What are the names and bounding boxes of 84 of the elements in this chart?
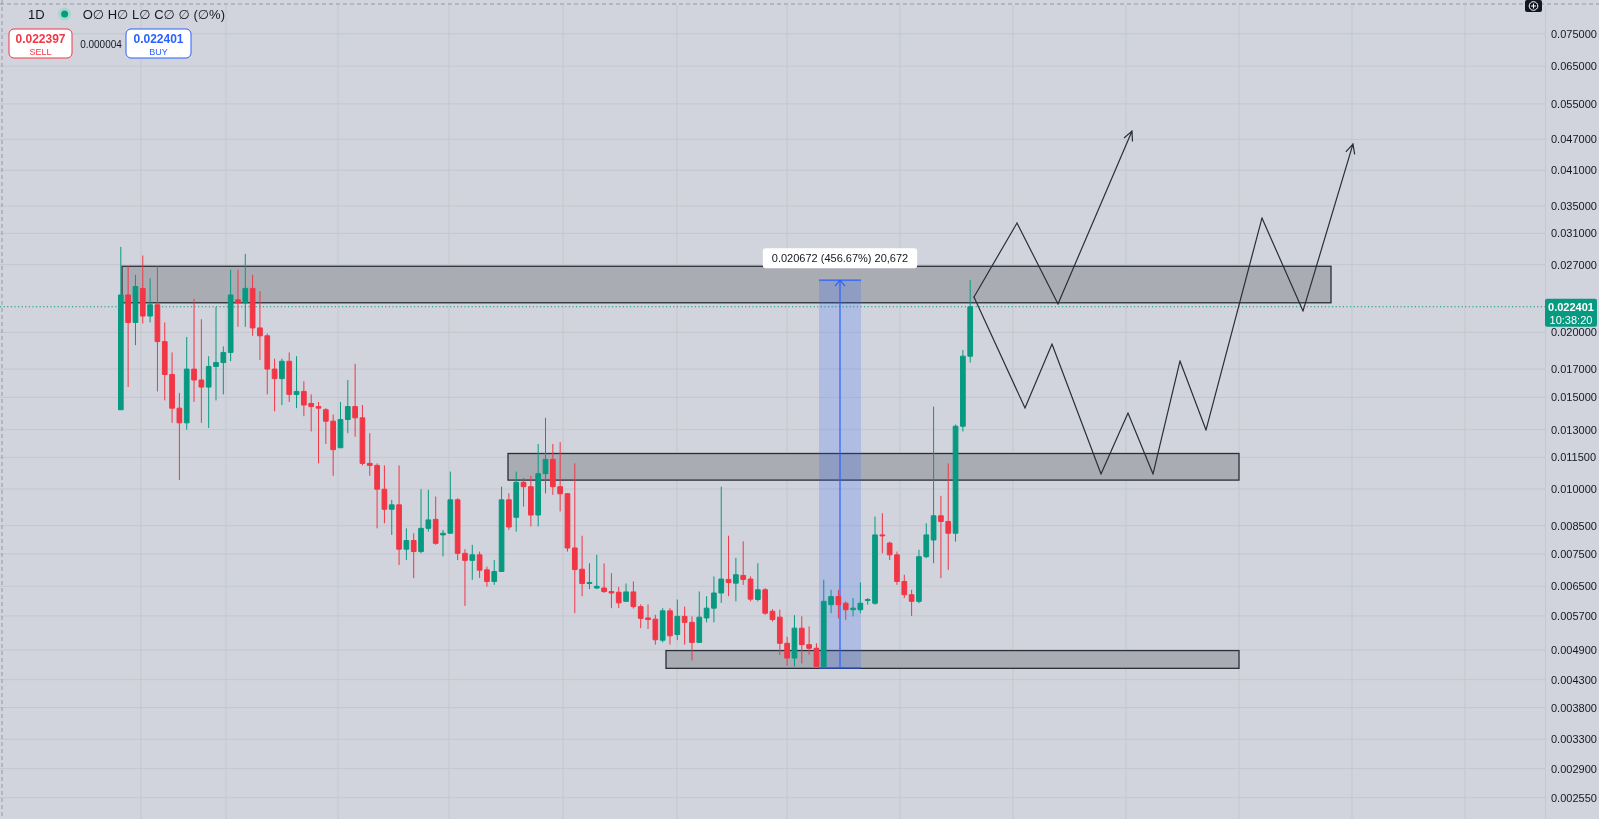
- annotation: BUY: [149, 46, 168, 57]
- candlestick: [740, 540, 747, 586]
- y-tick-label: 0.055000: [1551, 97, 1597, 110]
- y-tick-label: 0.003800: [1551, 701, 1597, 714]
- y-tick-label: 0.005700: [1551, 609, 1597, 622]
- y-tick-label: 0.015000: [1551, 391, 1597, 404]
- y-tick-label: 0.006500: [1551, 580, 1597, 593]
- y-tick-label: 0.031000: [1551, 227, 1597, 240]
- candlestick: [908, 589, 915, 617]
- candlestick: [513, 471, 520, 533]
- candlestick: [630, 580, 637, 610]
- candlestick: [535, 443, 542, 527]
- y-tick-label: 0.065000: [1551, 60, 1597, 73]
- candlestick: [315, 401, 322, 464]
- candlestick: [242, 253, 249, 328]
- candlestick: [615, 586, 622, 609]
- annotation: 0.020672 (456.67%) 20,672: [771, 252, 909, 265]
- chart-title: 1D: [28, 6, 45, 22]
- candlestick: [498, 486, 505, 572]
- candlestick: [755, 562, 761, 602]
- candlestick: [769, 608, 776, 623]
- candlestick: [154, 265, 161, 392]
- candlestick: [432, 496, 439, 546]
- candlestick: [286, 351, 293, 403]
- candlestick: [659, 607, 666, 643]
- y-tick-label: 0.004900: [1551, 644, 1597, 657]
- candlestick: [396, 464, 402, 566]
- candlestick: [930, 406, 937, 564]
- candlestick: [337, 401, 344, 449]
- y-tick-label: 0.004300: [1551, 673, 1597, 686]
- candlestick: [491, 559, 498, 586]
- text: 10:38:20: [1549, 313, 1593, 326]
- candlestick: [762, 587, 769, 616]
- y-tick-label: 0.017000: [1551, 363, 1597, 376]
- candlestick: [835, 589, 842, 619]
- chart-subtitle: O∅ H∅ L∅ C∅ ∅ (∅%): [82, 6, 225, 22]
- candlestick: [410, 532, 417, 579]
- candlestick: [344, 379, 351, 434]
- y-tick-label: 0.011500: [1551, 451, 1597, 464]
- candlestick: [667, 607, 673, 646]
- candlestick: [388, 499, 395, 536]
- candlestick: [147, 277, 153, 323]
- candlestick: [674, 599, 681, 641]
- candlestick: [293, 355, 300, 409]
- y-tick-label: 0.013000: [1551, 423, 1597, 436]
- annotation: SELL: [29, 46, 52, 57]
- candlestick: [279, 358, 285, 406]
- annotation: 0.000004: [80, 38, 123, 50]
- y-tick-label: 0.035000: [1551, 199, 1597, 212]
- y-tick-label: 0.002550: [1551, 791, 1597, 804]
- candlestick: [271, 358, 278, 412]
- y-tick-label: 0.047000: [1551, 133, 1597, 146]
- y-tick-label: 0.027000: [1551, 258, 1597, 271]
- candlestick: [139, 255, 146, 325]
- y-tick-label: 0.041000: [1551, 164, 1597, 177]
- candlestick: [403, 527, 410, 561]
- candlestick: [593, 554, 600, 590]
- y-tick-label: 0.003300: [1551, 733, 1597, 746]
- candlestick: [696, 591, 703, 644]
- candlestick: [623, 583, 629, 602]
- y-tick-label: 0.002900: [1551, 762, 1597, 775]
- candlestick: [725, 535, 732, 597]
- annotation: 0.022401: [133, 32, 184, 47]
- y-tick-label: 0.010000: [1551, 482, 1597, 495]
- candlestick: [506, 492, 512, 531]
- candlestick: [542, 417, 549, 494]
- candlestick: [235, 269, 241, 328]
- annotation: 0.022397: [15, 32, 66, 47]
- candlestick: [733, 557, 739, 602]
- candlestick: [586, 562, 593, 590]
- candlestick: [132, 274, 139, 346]
- candlestick: [183, 336, 190, 431]
- candlestick: [469, 544, 476, 581]
- ref-line-label: 0.022401: [1548, 300, 1594, 313]
- candlestick: [879, 512, 886, 554]
- candlestick: [125, 265, 131, 388]
- candlestick: [747, 575, 754, 602]
- y-tick-label: 0.008500: [1551, 519, 1597, 532]
- y-tick-label: 0.007500: [1551, 547, 1597, 560]
- candlestick: [117, 246, 124, 411]
- candlestick: [791, 614, 798, 667]
- y-tick-label: 0.075000: [1551, 27, 1597, 40]
- y-tick-label: 0.020000: [1551, 326, 1597, 339]
- candlestick: [842, 600, 849, 621]
